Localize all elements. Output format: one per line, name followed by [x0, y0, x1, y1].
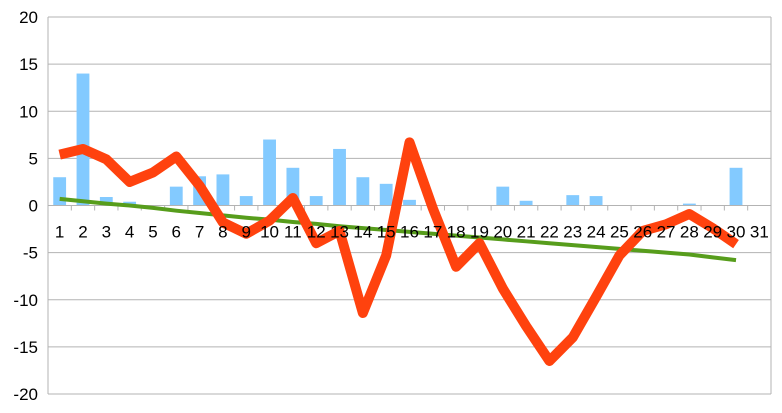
line-series	[58, 137, 739, 367]
x-tick-label: 4	[125, 223, 134, 242]
x-tick-label: 24	[587, 223, 606, 242]
x-tick-label: 12	[307, 223, 326, 242]
bar	[333, 148, 346, 206]
x-tick-label: 13	[330, 223, 349, 242]
x-tick-label: 17	[423, 223, 442, 242]
data-line	[58, 137, 739, 367]
bar	[729, 167, 743, 206]
x-tick-label: 25	[610, 223, 629, 242]
y-tick-label: 20	[19, 8, 38, 27]
x-tick-label: 9	[242, 223, 251, 242]
x-tick-label: 10	[260, 223, 279, 242]
x-tick-label: 16	[400, 223, 419, 242]
bar	[403, 199, 416, 206]
x-tick-label: 26	[633, 223, 652, 242]
x-tick-label: 15	[377, 223, 396, 242]
y-tick-label: -5	[23, 244, 38, 263]
x-tick-label: 14	[353, 223, 372, 242]
x-tick-label: 1	[55, 223, 64, 242]
x-tick-label: 19	[470, 223, 489, 242]
x-tick-label: 2	[78, 223, 87, 242]
bar	[169, 186, 183, 206]
bar	[76, 73, 90, 206]
bar	[309, 196, 323, 206]
x-tick-label: 11	[284, 223, 302, 242]
x-tick-label: 20	[493, 223, 512, 242]
bar	[263, 139, 276, 206]
x-tick-label: 30	[727, 223, 746, 242]
x-tick-label: 23	[563, 223, 582, 242]
y-tick-label: 15	[19, 55, 38, 74]
x-tick-label: 5	[148, 223, 157, 242]
x-axis-labels: 1 2 3 4 5 6 7 8 9 10 11 12 13 14 15 16 17 18 19 20 21 22 23 24 2…	[55, 223, 769, 242]
x-tick-label: 3	[102, 223, 111, 242]
y-tick-label: 10	[19, 102, 38, 121]
x-tick-label: 28	[680, 223, 699, 242]
y-tick-label: -15	[13, 338, 38, 357]
y-tick-label: -10	[13, 291, 38, 310]
bar	[519, 200, 533, 206]
x-tick-label: 29	[703, 223, 722, 242]
x-tick-label: 7	[195, 223, 204, 242]
x-tick-label: 31	[750, 223, 769, 242]
bar	[216, 174, 230, 206]
y-tick-label: 5	[29, 149, 38, 168]
y-axis-labels: -20 -15 -10 -5 0 5 10 15 20	[13, 8, 38, 404]
x-tick-label: 8	[218, 223, 227, 242]
y-tick-label: -20	[13, 385, 38, 404]
bar	[566, 195, 580, 206]
bar	[682, 203, 696, 206]
bar	[589, 196, 603, 206]
x-tick-label: 27	[657, 223, 676, 242]
bar	[379, 183, 393, 206]
x-tick-label: 21	[517, 223, 536, 242]
bar	[239, 196, 253, 206]
bar	[496, 186, 510, 206]
y-tick-label: 0	[29, 197, 38, 216]
x-tick-label: 6	[172, 223, 181, 242]
bar	[356, 177, 370, 206]
x-tick-label: 22	[540, 223, 559, 242]
bar	[99, 197, 113, 206]
x-tick-label: 18	[447, 223, 466, 242]
